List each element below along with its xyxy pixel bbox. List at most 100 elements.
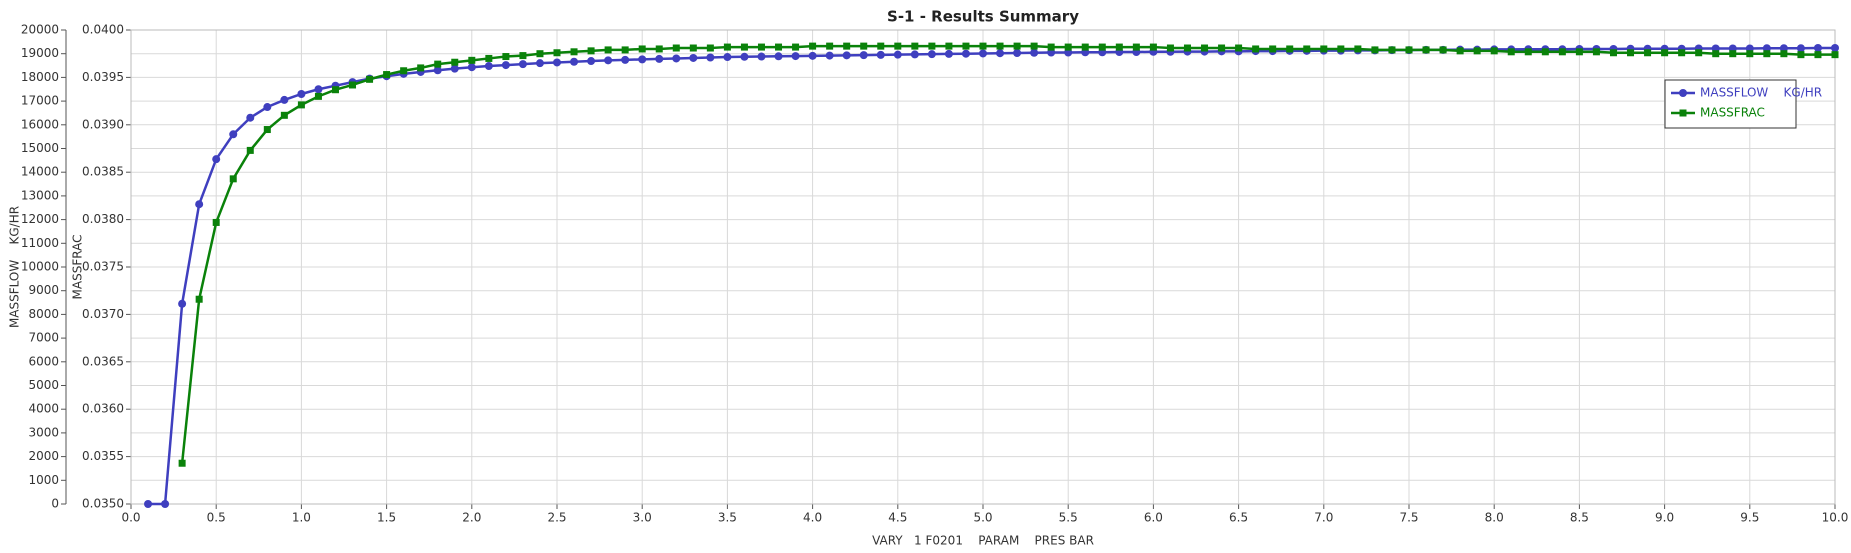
data-point — [826, 42, 834, 50]
data-point — [1473, 47, 1481, 55]
data-point — [451, 58, 459, 66]
data-point — [1644, 49, 1652, 57]
y-tick-label: 2000 — [28, 449, 59, 463]
legend-marker — [1679, 89, 1687, 97]
y2-tick-label: 0.0365 — [82, 354, 124, 368]
data-point — [570, 57, 579, 66]
data-point — [706, 53, 715, 62]
data-point — [178, 299, 187, 308]
data-point — [297, 89, 306, 98]
data-point — [1286, 45, 1294, 53]
data-point — [638, 45, 646, 53]
data-point — [876, 50, 885, 59]
x-tick-label: 8.0 — [1485, 511, 1504, 525]
data-point — [979, 42, 987, 50]
data-point — [263, 103, 272, 112]
x-tick-label: 10.0 — [1822, 511, 1849, 525]
x-tick-label: 3.0 — [633, 511, 652, 525]
x-tick-label: 3.5 — [718, 511, 737, 525]
data-point — [263, 126, 271, 134]
x-tick-label: 9.5 — [1740, 511, 1759, 525]
data-point — [1524, 48, 1532, 56]
data-point — [518, 60, 527, 69]
data-point — [1796, 44, 1805, 53]
x-tick-label: 6.0 — [1144, 511, 1163, 525]
data-point — [417, 64, 425, 72]
data-point — [1780, 50, 1788, 58]
data-point — [1541, 48, 1549, 56]
data-point — [1047, 43, 1055, 51]
data-point — [400, 67, 408, 75]
data-point — [723, 53, 732, 62]
y-tick-label: 8000 — [28, 307, 59, 321]
data-point — [1183, 44, 1191, 52]
data-point — [962, 42, 970, 50]
data-point — [1831, 51, 1839, 59]
data-point — [808, 51, 817, 60]
y-tick-label: 11000 — [21, 236, 59, 250]
data-point — [246, 113, 255, 122]
data-point — [775, 43, 783, 51]
data-point — [1166, 44, 1174, 52]
data-point — [536, 50, 544, 58]
data-point — [1695, 49, 1703, 57]
x-tick-label: 2.5 — [547, 511, 566, 525]
data-point — [1746, 50, 1754, 58]
data-point — [1627, 49, 1635, 57]
data-point — [1218, 44, 1226, 52]
data-point — [212, 218, 220, 226]
data-point — [996, 49, 1005, 58]
data-point — [757, 43, 765, 51]
data-point — [604, 46, 612, 54]
data-point — [1507, 48, 1515, 56]
data-point — [314, 85, 323, 94]
y2-tick-label: 0.0360 — [82, 402, 124, 416]
series-line — [148, 46, 1835, 506]
data-point — [1575, 48, 1583, 56]
x-tick-label: 9.0 — [1655, 511, 1674, 525]
data-point — [1081, 43, 1089, 51]
y2-tick-label: 0.0390 — [82, 117, 124, 131]
y2-tick-label: 0.0355 — [82, 449, 124, 463]
y-tick-label: 18000 — [21, 70, 59, 84]
data-point — [894, 42, 902, 50]
x-tick-label: 7.0 — [1314, 511, 1333, 525]
data-point — [570, 48, 578, 56]
y-tick-label: 4000 — [28, 402, 59, 416]
x-axis-title: VARY 1 F0201 PARAM PRES BAR — [872, 534, 1094, 548]
data-point — [1149, 43, 1157, 51]
y2-tick-label: 0.0375 — [82, 260, 124, 274]
data-point — [740, 43, 748, 51]
data-point — [1797, 51, 1805, 59]
data-point — [1064, 43, 1072, 51]
data-point — [366, 75, 374, 83]
data-point — [502, 53, 510, 61]
data-point — [587, 47, 595, 55]
y-tick-label: 17000 — [21, 94, 59, 108]
data-point — [774, 52, 783, 61]
x-tick-label: 8.5 — [1570, 511, 1589, 525]
chart-title: S-1 - Results Summary — [887, 8, 1079, 26]
data-point — [1422, 46, 1430, 54]
data-point — [1269, 45, 1277, 53]
y2-tick-label: 0.0395 — [82, 70, 124, 84]
y-tick-label: 19000 — [21, 46, 59, 60]
data-point — [689, 44, 697, 52]
data-point — [979, 49, 987, 58]
y2-tick-label: 0.0380 — [82, 212, 124, 226]
data-point — [859, 51, 868, 60]
x-tick-label: 5.5 — [1059, 511, 1078, 525]
data-point — [178, 459, 186, 467]
data-point — [1235, 44, 1243, 52]
y-tick-label: 0 — [51, 497, 59, 511]
data-point — [638, 55, 647, 64]
data-point — [911, 42, 919, 50]
data-point — [195, 295, 203, 303]
data-point — [1729, 50, 1737, 58]
data-point — [1831, 44, 1839, 53]
data-point — [1013, 48, 1022, 57]
data-point — [621, 46, 629, 54]
data-point — [195, 200, 204, 209]
data-point — [928, 42, 936, 50]
data-point — [825, 51, 834, 60]
